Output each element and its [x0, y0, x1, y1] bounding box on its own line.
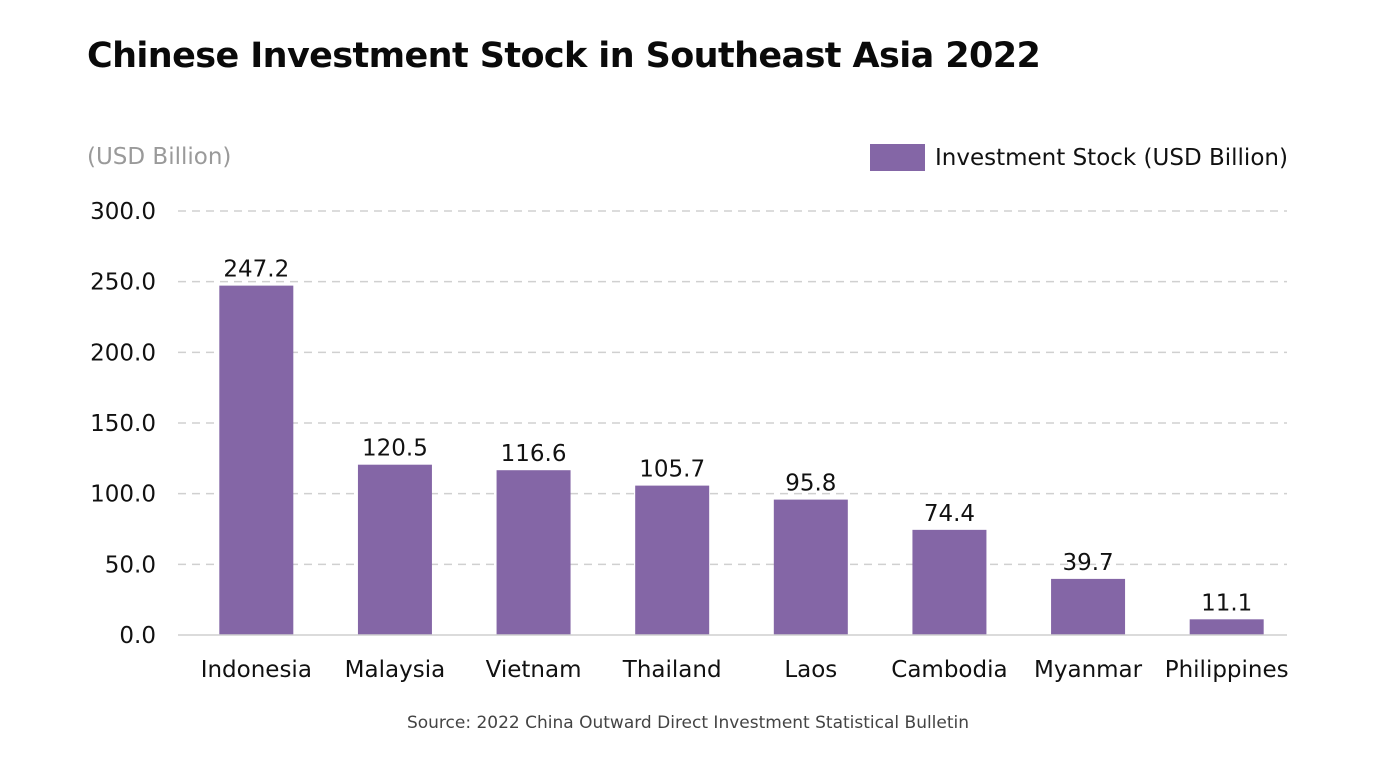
- legend: Investment Stock (USD Billion): [870, 144, 1288, 171]
- x-tick-label: Myanmar: [1034, 657, 1143, 683]
- data-label: 95.8: [785, 471, 836, 497]
- bars: [219, 285, 1264, 635]
- y-tick-label: 150.0: [90, 411, 156, 437]
- data-label: 120.5: [362, 436, 428, 462]
- chart-title: Chinese Investment Stock in Southeast As…: [87, 36, 1041, 76]
- y-tick-label: 200.0: [90, 340, 156, 366]
- x-tick-label: Laos: [784, 657, 837, 683]
- bar: [773, 499, 848, 635]
- data-label: 74.4: [924, 501, 975, 527]
- y-tick-label: 100.0: [90, 482, 156, 508]
- x-tick-label: Indonesia: [201, 657, 312, 683]
- y-axis-ticks: 0.0 50.0 100.0 150.0 200.0 250.0 300.0: [90, 199, 156, 649]
- x-tick-label: Cambodia: [891, 657, 1007, 683]
- bar: [635, 485, 710, 635]
- x-tick-label: Thailand: [622, 657, 722, 683]
- y-tick-label: 300.0: [90, 199, 156, 225]
- data-label: 105.7: [639, 457, 705, 483]
- data-label: 11.1: [1201, 590, 1252, 616]
- y-tick-label: 0.0: [119, 623, 156, 649]
- data-label: 116.6: [501, 441, 567, 467]
- data-labels: 247.2 120.5 116.6 105.7 95.8 74.4 39.7 11.1: [223, 257, 1252, 617]
- data-label: 247.2: [223, 257, 289, 283]
- grid-lines: [178, 210, 1287, 566]
- source-note: Source: 2022 China Outward Direct Invest…: [406, 713, 970, 733]
- bar: [912, 529, 987, 635]
- bar: [1189, 619, 1264, 635]
- bar: [496, 470, 571, 635]
- x-tick-label: Philippines: [1165, 657, 1289, 683]
- x-tick-label: Vietnam: [486, 657, 582, 683]
- legend-label: Investment Stock (USD Billion): [935, 144, 1288, 171]
- y-axis-unit-label: (USD Billion): [87, 144, 232, 170]
- bar: [219, 285, 294, 635]
- y-tick-label: 50.0: [105, 552, 156, 578]
- data-label: 39.7: [1062, 550, 1113, 576]
- bar: [1051, 578, 1126, 635]
- x-tick-label: Malaysia: [345, 657, 446, 683]
- y-tick-label: 250.0: [90, 270, 156, 296]
- bar: [357, 464, 432, 635]
- legend-swatch: [870, 144, 925, 171]
- x-axis-ticks: Indonesia Malaysia Vietnam Thailand Laos Camb…: [201, 657, 1289, 683]
